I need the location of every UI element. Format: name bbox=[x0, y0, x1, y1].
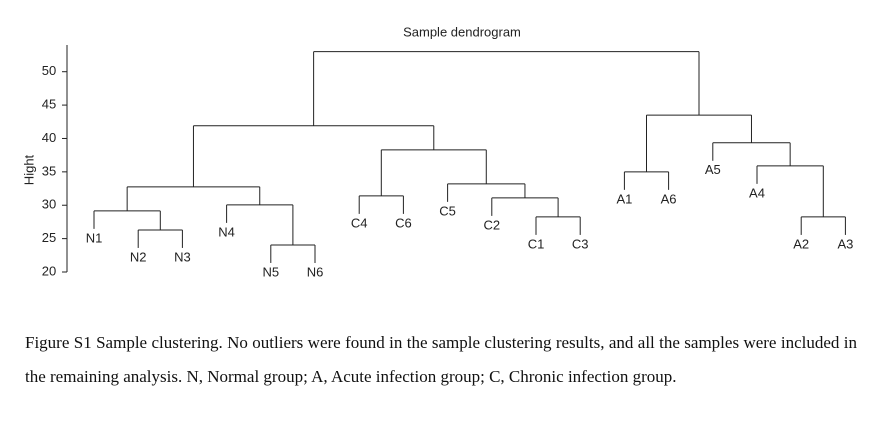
leaf-label: A4 bbox=[749, 185, 765, 200]
leaf-label: N2 bbox=[130, 249, 147, 264]
leaf-label: C4 bbox=[351, 215, 368, 230]
y-tick-label: 45 bbox=[42, 97, 56, 112]
leaf-label: A5 bbox=[705, 162, 721, 177]
y-tick-label: 25 bbox=[42, 230, 56, 245]
leaf-label: C1 bbox=[528, 236, 545, 251]
chart-title: Sample dendrogram bbox=[403, 24, 521, 39]
caption: Figure S1 Sample clustering. No outliers… bbox=[25, 333, 857, 386]
chart: Sample dendrogram Hight 20 25 30 35 40 45 50 N1… bbox=[21, 24, 853, 279]
y-tick-label: 30 bbox=[42, 197, 56, 212]
y-tick-label: 20 bbox=[42, 263, 56, 278]
leaf-label: N3 bbox=[174, 249, 191, 264]
leaf-label: A3 bbox=[837, 236, 853, 251]
y-tick-label: 35 bbox=[42, 163, 56, 178]
leaf-label: N1 bbox=[86, 230, 103, 245]
y-tick-label: 50 bbox=[42, 63, 56, 78]
leaf-label: N6 bbox=[307, 264, 324, 279]
leaf-label: A6 bbox=[661, 191, 677, 206]
leaf-label: C5 bbox=[439, 203, 456, 218]
leaf-label: C3 bbox=[572, 236, 589, 251]
leaf-label: A2 bbox=[793, 236, 809, 251]
leaf-label: N5 bbox=[262, 264, 279, 279]
y-tick-label: 40 bbox=[42, 130, 56, 145]
leaf-label: C2 bbox=[483, 217, 500, 232]
leaf-label: A1 bbox=[616, 191, 632, 206]
leaf-label: N4 bbox=[218, 224, 235, 239]
leaf-label: C6 bbox=[395, 215, 412, 230]
y-axis-label: Hight bbox=[21, 154, 36, 185]
